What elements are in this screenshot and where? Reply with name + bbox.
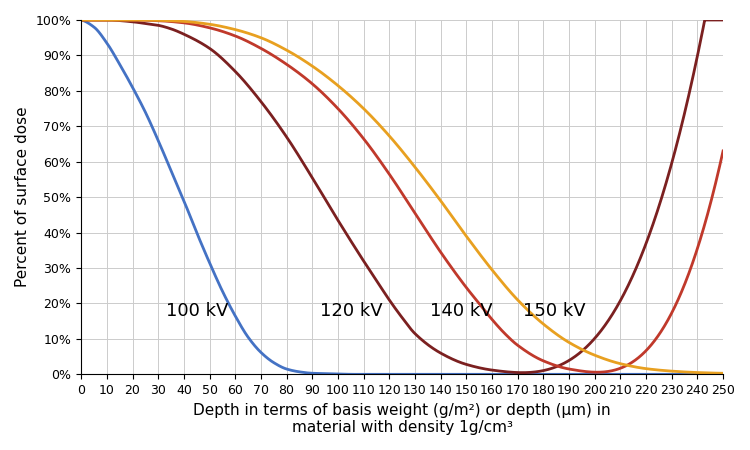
Text: 100 kV: 100 kV [166,302,228,319]
Text: 140 kV: 140 kV [430,302,493,319]
Y-axis label: Percent of surface dose: Percent of surface dose [15,107,30,288]
Text: 120 kV: 120 kV [320,302,382,319]
X-axis label: Depth in terms of basis weight (g/m²) or depth (μm) in
material with density 1g/: Depth in terms of basis weight (g/m²) or… [194,403,611,435]
Text: 150 kV: 150 kV [523,302,586,319]
